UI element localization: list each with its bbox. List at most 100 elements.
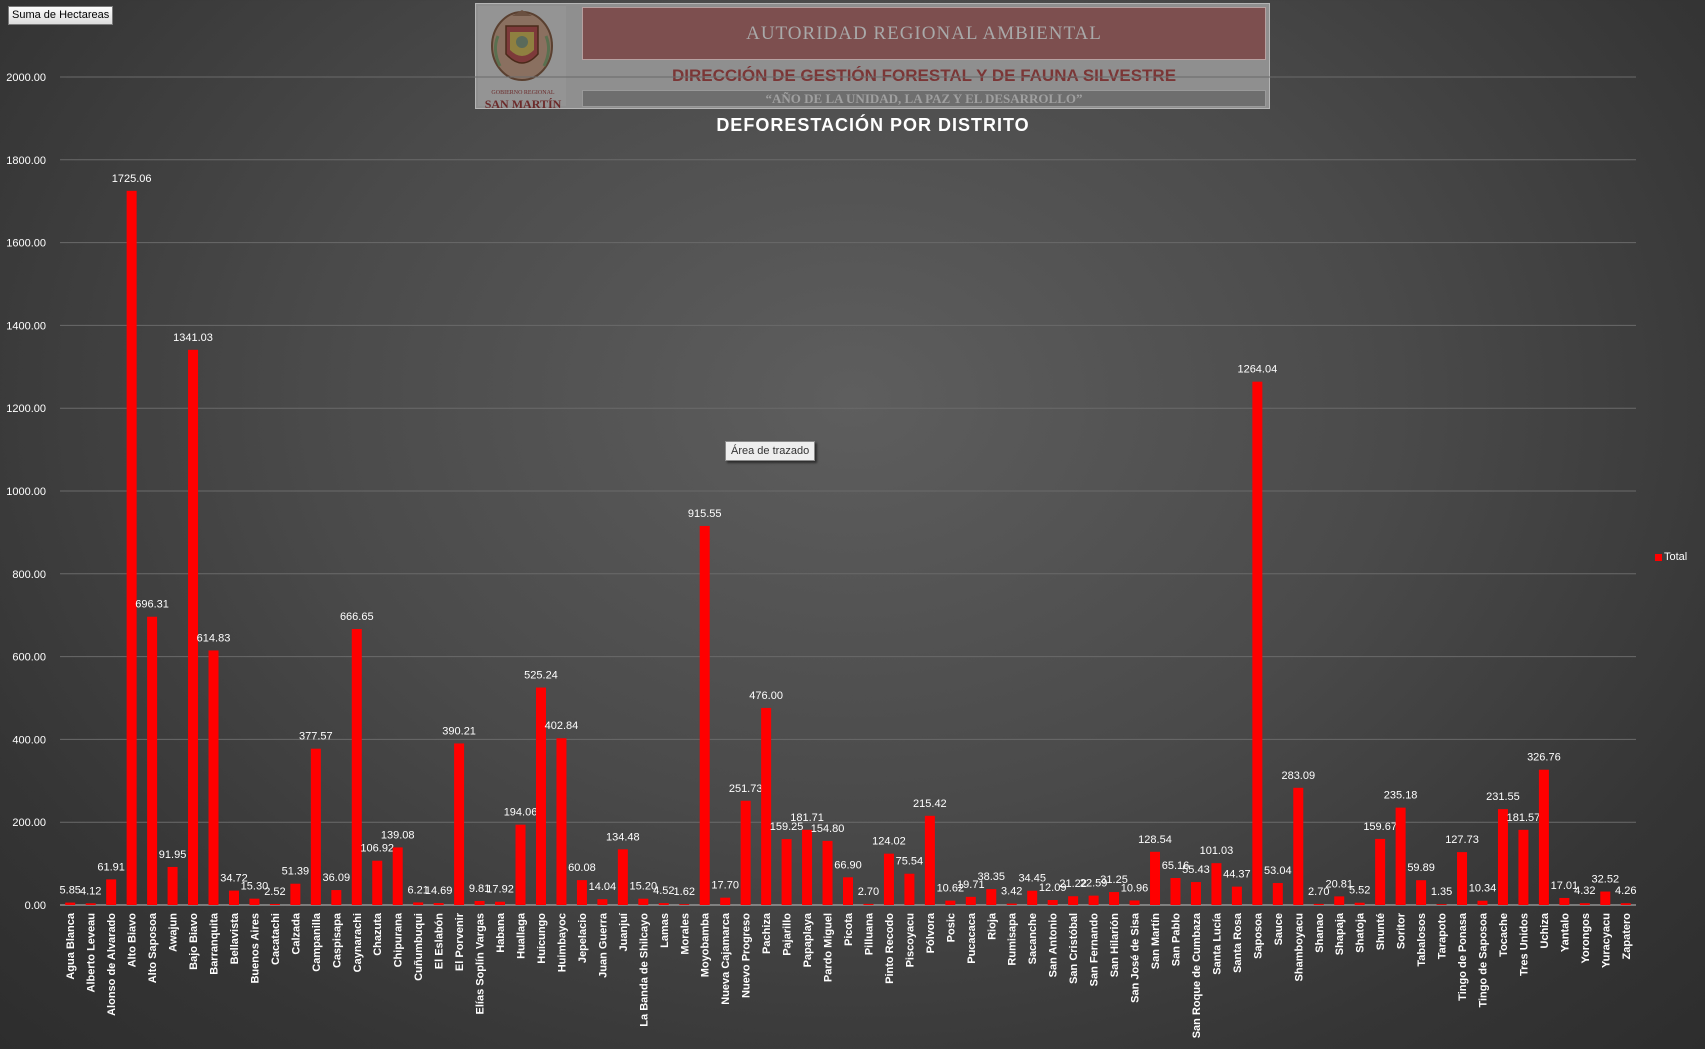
bar[interactable] bbox=[1006, 903, 1017, 905]
bar[interactable] bbox=[843, 877, 853, 905]
bar[interactable] bbox=[1211, 863, 1222, 905]
bar[interactable] bbox=[474, 900, 485, 905]
bar[interactable] bbox=[392, 847, 403, 905]
bar[interactable] bbox=[228, 890, 239, 905]
bar[interactable] bbox=[208, 650, 219, 905]
bar[interactable] bbox=[535, 687, 546, 905]
bar[interactable] bbox=[802, 829, 813, 905]
bar[interactable] bbox=[1088, 895, 1099, 905]
bar[interactable] bbox=[1538, 769, 1549, 905]
bar[interactable] bbox=[351, 629, 362, 905]
bar[interactable] bbox=[1313, 903, 1324, 905]
field-button-suma-de-hectareas[interactable]: Suma de Hectareas bbox=[8, 6, 114, 25]
bar[interactable] bbox=[1518, 829, 1529, 905]
bar[interactable] bbox=[188, 349, 199, 905]
bar[interactable] bbox=[638, 898, 649, 905]
bar[interactable] bbox=[822, 840, 833, 905]
bar[interactable] bbox=[269, 903, 280, 905]
bar[interactable] bbox=[1497, 809, 1508, 905]
bar[interactable] bbox=[454, 743, 465, 905]
x-tick-label: Tocache bbox=[1498, 913, 1510, 957]
y-tick-label: 800.00 bbox=[12, 569, 46, 581]
x-tick-label: Alto Biavo bbox=[127, 913, 139, 968]
bar[interactable] bbox=[863, 903, 874, 905]
bar[interactable] bbox=[924, 815, 935, 905]
bar[interactable] bbox=[1129, 900, 1140, 905]
bar[interactable] bbox=[413, 902, 424, 905]
bar[interactable] bbox=[433, 903, 444, 905]
bar[interactable] bbox=[1334, 896, 1345, 905]
bar[interactable] bbox=[904, 873, 915, 905]
y-tick-label: 600.00 bbox=[12, 652, 46, 664]
data-label: 128.54 bbox=[1138, 834, 1172, 846]
bar[interactable] bbox=[1375, 838, 1386, 905]
bar[interactable] bbox=[65, 902, 76, 905]
x-tick-label: Cuñumbuqui bbox=[413, 913, 425, 981]
bar[interactable] bbox=[1150, 851, 1161, 905]
regional-crest-logo: GOBIERNO REGIONAL SAN MARTÍN bbox=[478, 6, 566, 111]
bar[interactable] bbox=[965, 896, 976, 905]
bar[interactable] bbox=[1170, 878, 1181, 905]
x-tick-label: Soritor bbox=[1396, 912, 1408, 949]
y-tick-label: 2000.00 bbox=[6, 72, 46, 84]
bar[interactable] bbox=[495, 901, 506, 905]
bar[interactable] bbox=[1579, 903, 1590, 905]
data-label: 159.67 bbox=[1363, 821, 1397, 833]
bar[interactable] bbox=[679, 904, 690, 905]
bar[interactable] bbox=[147, 616, 158, 905]
data-label: 17.92 bbox=[486, 884, 514, 896]
bar[interactable] bbox=[310, 748, 321, 905]
bar[interactable] bbox=[1620, 903, 1631, 905]
y-tick-label: 0.00 bbox=[25, 900, 46, 912]
bar[interactable] bbox=[1027, 890, 1038, 905]
bar[interactable] bbox=[658, 903, 669, 905]
bar[interactable] bbox=[1293, 787, 1304, 905]
x-tick-label: Alonso de Alvarado bbox=[106, 913, 118, 1016]
bar[interactable] bbox=[515, 824, 526, 905]
data-label: 55.43 bbox=[1182, 864, 1210, 876]
bar[interactable] bbox=[106, 879, 117, 905]
bar[interactable] bbox=[1109, 892, 1120, 905]
bar[interactable] bbox=[1600, 891, 1611, 905]
bar[interactable] bbox=[1272, 883, 1283, 905]
bar[interactable] bbox=[740, 800, 751, 905]
data-label: 2.52 bbox=[264, 886, 285, 898]
bar[interactable] bbox=[126, 190, 137, 905]
bar[interactable] bbox=[576, 880, 587, 905]
bar[interactable] bbox=[372, 860, 383, 905]
bar[interactable] bbox=[85, 903, 96, 905]
bar[interactable] bbox=[167, 866, 178, 905]
data-label: 3.42 bbox=[1001, 886, 1022, 898]
bar[interactable] bbox=[1416, 880, 1427, 905]
x-tick-label: Picota bbox=[843, 912, 855, 946]
bar[interactable] bbox=[986, 889, 997, 905]
bar[interactable] bbox=[1436, 904, 1447, 905]
bar[interactable] bbox=[249, 898, 260, 905]
bar[interactable] bbox=[1231, 886, 1242, 905]
bar[interactable] bbox=[1395, 807, 1406, 905]
bar[interactable] bbox=[1457, 852, 1468, 905]
bar[interactable] bbox=[1354, 902, 1365, 905]
bar[interactable] bbox=[1559, 897, 1570, 905]
bar[interactable] bbox=[781, 839, 792, 905]
bar[interactable] bbox=[556, 738, 567, 905]
data-label: 390.21 bbox=[442, 725, 476, 737]
bar[interactable] bbox=[331, 890, 342, 905]
bar[interactable] bbox=[1252, 381, 1263, 905]
legend[interactable]: Total bbox=[1655, 551, 1687, 563]
bar[interactable] bbox=[597, 899, 608, 905]
bar[interactable] bbox=[617, 849, 628, 905]
bar[interactable] bbox=[945, 900, 956, 905]
bar[interactable] bbox=[1190, 882, 1201, 905]
bar[interactable] bbox=[699, 525, 710, 905]
bar[interactable] bbox=[1477, 900, 1488, 905]
bar[interactable] bbox=[1047, 899, 1058, 905]
bar[interactable] bbox=[1068, 896, 1079, 905]
bar[interactable] bbox=[761, 707, 772, 905]
banner-title-box: AUTORIDAD REGIONAL AMBIENTAL bbox=[582, 7, 1266, 60]
data-label: 51.39 bbox=[282, 866, 310, 878]
bar[interactable] bbox=[883, 853, 894, 905]
bar[interactable] bbox=[290, 883, 301, 905]
bar[interactable] bbox=[720, 897, 731, 905]
